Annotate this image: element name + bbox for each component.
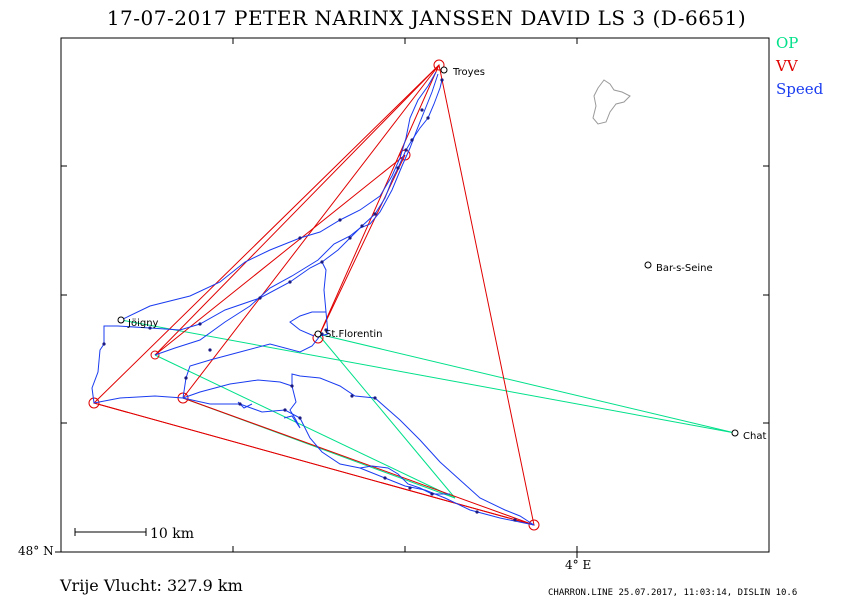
credit-line: CHARRON.LINE 25.07.2017, 11:03:14, DISLI… [548, 588, 798, 598]
place-marker-chat [731, 429, 739, 437]
place-marker-bar-s-seine [644, 261, 652, 269]
flight-title: 17-07-2017 PETER NARINX JANSSEN DAVID LS… [106, 6, 747, 30]
free-flight-lines [88, 59, 540, 531]
place-label-chat: Chat [743, 431, 767, 442]
latitude-label: 48° N [18, 544, 54, 558]
distance-readout: Vrije Vlucht: 327.9 km [60, 576, 243, 595]
scale-bar [74, 528, 147, 536]
longitude-label: 4° E [565, 558, 592, 572]
legend-op: OP [776, 34, 799, 52]
legend-vv: VV [776, 57, 798, 75]
scale-label: 10 km [150, 526, 195, 542]
map-frame [60, 37, 770, 553]
axis-ticks [55, 38, 769, 558]
lake-outline [592, 79, 631, 125]
place-label-joigny: Jöigny [128, 318, 159, 329]
legend-speed: Speed [776, 80, 824, 98]
place-label-bar-s-seine: Bar-s-Seine [656, 263, 713, 274]
place-label-st-florentin: St.Florentin [325, 329, 383, 340]
place-markers [117, 66, 739, 437]
place-marker-troyes [440, 66, 448, 74]
track-markers [102, 78, 517, 522]
place-marker-st-florentin [314, 330, 322, 338]
place-marker-joigny [117, 316, 125, 324]
flight-track [91, 71, 535, 526]
place-label-troyes: Troyes [453, 67, 485, 78]
